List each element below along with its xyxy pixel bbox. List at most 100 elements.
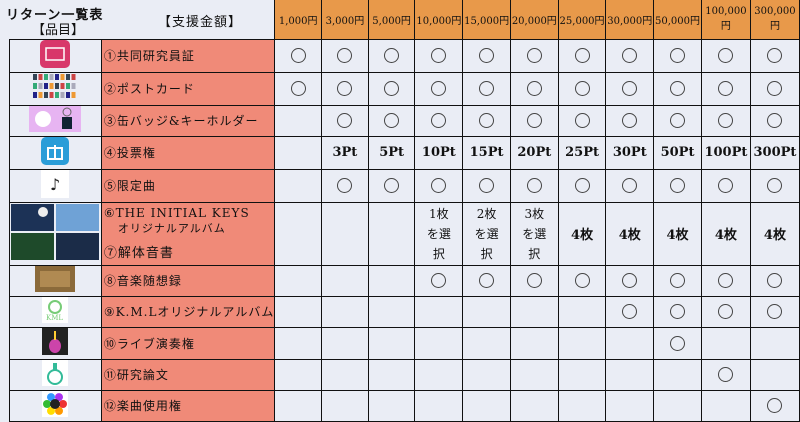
return-cell xyxy=(749,326,800,360)
return-cell xyxy=(367,295,416,328)
return-cell xyxy=(274,38,323,73)
return-cell xyxy=(274,104,323,137)
return-cell xyxy=(367,389,416,422)
return-cell xyxy=(321,104,369,137)
return-cell: 4枚 xyxy=(700,201,751,266)
items-heading: 【品目】 xyxy=(32,23,85,38)
return-cell xyxy=(274,389,323,422)
return-cell xyxy=(749,38,800,73)
card-icon xyxy=(36,39,74,72)
amount-header: 30,000円 xyxy=(605,0,655,40)
return-cell xyxy=(557,358,607,391)
item-image: ♪ xyxy=(9,168,102,203)
return-cell xyxy=(321,71,369,106)
included-mark xyxy=(767,304,783,319)
included-mark xyxy=(337,48,353,63)
included-mark xyxy=(479,81,495,96)
return-cell xyxy=(367,71,416,106)
return-cell: 30Pt xyxy=(605,135,655,170)
return-cell: 4枚 xyxy=(557,201,607,266)
returns-table: 1,000円 3,000円 5,000円 10,000円 15,000円 20,000円 2… xyxy=(9,0,800,422)
return-cell xyxy=(414,389,464,422)
table-row: ⑪研究論文 xyxy=(9,358,800,391)
postcards-thumbnail xyxy=(33,73,77,105)
table-row: ⑫楽曲使用権 xyxy=(9,389,800,422)
amount-header: 100,000円 xyxy=(700,0,751,40)
return-cell xyxy=(509,264,559,297)
included-mark xyxy=(337,113,353,128)
return-cell xyxy=(414,104,464,137)
return-cell xyxy=(462,264,511,297)
return-cell: 15Pt xyxy=(462,135,511,170)
return-cell xyxy=(321,201,369,266)
return-cell xyxy=(509,38,559,73)
return-cell xyxy=(509,358,559,391)
amount-header: 1,000円 xyxy=(274,0,323,40)
return-cell: 25Pt xyxy=(557,135,607,170)
return-cell xyxy=(700,389,751,422)
included-mark xyxy=(767,398,783,413)
item-label-line: ⑥THE INITIAL KEYS xyxy=(103,206,250,220)
item-image xyxy=(9,38,102,73)
svg-text:♪: ♪ xyxy=(50,175,60,194)
table-row: ②ポストカード xyxy=(9,71,800,106)
table-row: ④投票権 3Pt 5Pt 10Pt 15Pt 20Pt 25Pt 30Pt 50Pt 100Pt 3… xyxy=(9,135,800,170)
return-cell xyxy=(414,326,464,360)
return-cell xyxy=(653,326,702,360)
amount-heading: 【支援金額】 xyxy=(158,15,243,30)
included-mark xyxy=(384,48,400,63)
table-row: ③缶バッジ&キーホルダー xyxy=(9,104,800,137)
cell-value: 2枚を選択 xyxy=(474,206,499,261)
item-label: ⑩ライブ演奏権 xyxy=(100,326,276,360)
header-row: 1,000円 3,000円 5,000円 10,000円 15,000円 20,000円 2… xyxy=(10,0,800,40)
return-cell xyxy=(557,38,607,73)
return-cell xyxy=(414,71,464,106)
return-cell xyxy=(414,358,464,391)
table-row: ①共同研究員証 xyxy=(9,38,800,73)
included-mark xyxy=(526,81,542,96)
return-cell xyxy=(321,358,369,391)
item-image xyxy=(9,326,102,360)
amount-header: 3,000円 xyxy=(321,0,369,40)
return-cell xyxy=(367,326,416,360)
return-cell xyxy=(462,104,511,137)
flask-icon xyxy=(42,359,69,390)
item-image: KML xyxy=(9,295,102,328)
included-mark xyxy=(526,113,542,128)
included-mark xyxy=(431,178,447,193)
return-cell xyxy=(509,389,559,422)
included-mark xyxy=(670,273,686,288)
return-cell xyxy=(414,295,464,328)
item-image xyxy=(9,358,102,391)
included-mark xyxy=(718,81,734,96)
return-cell xyxy=(557,168,607,203)
return-cell xyxy=(749,264,800,297)
return-cell xyxy=(509,71,559,106)
return-cell xyxy=(653,104,702,137)
kml-logo: KML xyxy=(42,296,69,327)
amount-header: 20,000円 xyxy=(509,0,559,40)
gift-icon xyxy=(41,136,70,169)
included-mark xyxy=(622,273,638,288)
return-cell xyxy=(653,168,702,203)
return-cell xyxy=(274,326,323,360)
return-cell xyxy=(605,264,655,297)
table-row: ⑥THE INITIAL KEYS オリジナルアルバム ⑦解体音書 1枚を選択 2枚を選… xyxy=(9,201,800,266)
return-cell xyxy=(321,38,369,73)
item-label: ①共同研究員証 xyxy=(100,38,276,73)
included-mark xyxy=(479,178,495,193)
included-mark xyxy=(479,273,495,288)
included-mark xyxy=(384,81,400,96)
return-cell: 3枚を選択 xyxy=(509,201,559,266)
return-cell xyxy=(321,264,369,297)
included-mark xyxy=(574,81,590,96)
return-cell xyxy=(274,71,323,106)
included-mark xyxy=(431,273,447,288)
included-mark xyxy=(526,178,542,193)
return-cell xyxy=(274,358,323,391)
item-label: ③缶バッジ&キーホルダー xyxy=(100,104,276,137)
included-mark xyxy=(431,81,447,96)
included-mark xyxy=(622,81,638,96)
included-mark xyxy=(622,113,638,128)
included-mark xyxy=(337,81,353,96)
